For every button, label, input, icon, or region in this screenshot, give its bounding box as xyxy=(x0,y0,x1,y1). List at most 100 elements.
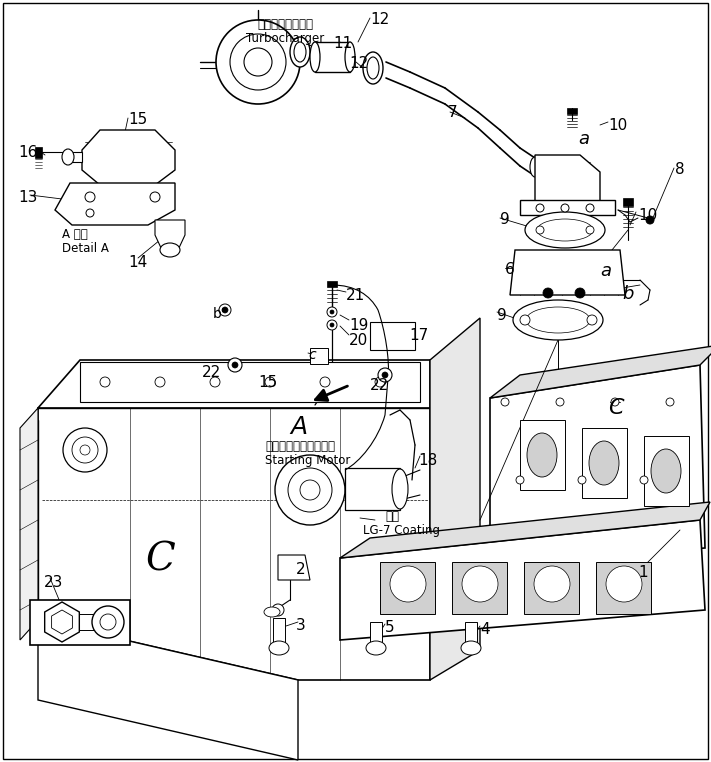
Text: 10: 10 xyxy=(608,118,627,133)
Polygon shape xyxy=(315,42,350,72)
Text: 8: 8 xyxy=(675,162,685,177)
Text: C: C xyxy=(145,542,175,578)
Circle shape xyxy=(150,192,160,202)
Circle shape xyxy=(244,48,272,76)
Text: A: A xyxy=(290,415,307,439)
Circle shape xyxy=(586,204,594,212)
Ellipse shape xyxy=(525,212,605,248)
Text: 塗布: 塗布 xyxy=(385,510,399,523)
Circle shape xyxy=(382,372,388,378)
Text: 10: 10 xyxy=(638,208,657,223)
Polygon shape xyxy=(345,468,400,510)
Text: 1: 1 xyxy=(638,565,648,580)
Ellipse shape xyxy=(651,449,681,493)
Polygon shape xyxy=(490,365,705,565)
Text: 12: 12 xyxy=(349,56,368,71)
Polygon shape xyxy=(535,155,600,205)
Polygon shape xyxy=(55,183,175,225)
Polygon shape xyxy=(510,250,625,295)
Text: 23: 23 xyxy=(44,575,63,590)
Polygon shape xyxy=(340,502,710,558)
Circle shape xyxy=(501,398,509,406)
Circle shape xyxy=(561,204,569,212)
Text: 9: 9 xyxy=(497,308,507,323)
Polygon shape xyxy=(30,600,130,645)
Bar xyxy=(596,562,651,614)
Circle shape xyxy=(320,377,330,387)
Bar xyxy=(452,562,507,614)
Polygon shape xyxy=(623,198,633,206)
Text: Turbocharger: Turbocharger xyxy=(246,32,324,45)
Text: a: a xyxy=(600,262,611,280)
Circle shape xyxy=(543,288,553,298)
Polygon shape xyxy=(340,520,705,640)
Ellipse shape xyxy=(269,641,289,655)
Text: 9: 9 xyxy=(500,212,510,227)
Text: C: C xyxy=(608,398,624,418)
Text: 16: 16 xyxy=(18,145,38,160)
Text: 17: 17 xyxy=(409,328,428,343)
Text: 19: 19 xyxy=(349,318,368,333)
Polygon shape xyxy=(430,318,480,680)
Circle shape xyxy=(536,226,544,234)
Circle shape xyxy=(85,192,95,202)
Polygon shape xyxy=(72,152,82,162)
Text: Detail A: Detail A xyxy=(62,242,109,255)
Text: 14: 14 xyxy=(128,255,147,270)
Polygon shape xyxy=(82,130,175,185)
Text: LG-7 Coating: LG-7 Coating xyxy=(363,524,440,537)
Polygon shape xyxy=(490,345,711,398)
Text: b': b' xyxy=(213,307,226,321)
Text: 4: 4 xyxy=(480,622,490,637)
Text: 22: 22 xyxy=(370,378,389,393)
Ellipse shape xyxy=(534,566,570,602)
Circle shape xyxy=(100,377,110,387)
Bar xyxy=(582,428,627,498)
Polygon shape xyxy=(52,610,73,634)
Bar xyxy=(380,562,435,614)
Text: 7: 7 xyxy=(448,105,458,120)
Circle shape xyxy=(586,226,594,234)
Ellipse shape xyxy=(530,157,540,177)
Bar xyxy=(80,362,420,402)
Circle shape xyxy=(272,604,284,616)
Polygon shape xyxy=(45,602,80,642)
Circle shape xyxy=(63,428,107,472)
Circle shape xyxy=(327,307,337,317)
Text: 12: 12 xyxy=(370,12,389,27)
Ellipse shape xyxy=(462,566,498,602)
Circle shape xyxy=(230,34,286,90)
Text: b: b xyxy=(622,285,634,303)
Text: A 詳細: A 詳細 xyxy=(62,228,87,241)
Circle shape xyxy=(300,480,320,500)
Text: ターボチャージャ: ターボチャージャ xyxy=(257,18,313,31)
Ellipse shape xyxy=(160,243,180,257)
Circle shape xyxy=(232,362,238,368)
Circle shape xyxy=(578,476,586,484)
Ellipse shape xyxy=(310,42,320,72)
Text: 3: 3 xyxy=(296,618,306,633)
Circle shape xyxy=(216,20,300,104)
Circle shape xyxy=(72,437,98,463)
Polygon shape xyxy=(35,147,42,158)
Ellipse shape xyxy=(527,433,557,477)
Circle shape xyxy=(587,315,597,325)
Ellipse shape xyxy=(461,641,481,655)
Ellipse shape xyxy=(290,37,310,67)
Circle shape xyxy=(646,216,654,224)
Bar xyxy=(74,614,108,630)
Bar xyxy=(370,322,415,350)
Bar xyxy=(524,562,579,614)
Polygon shape xyxy=(278,555,310,580)
Circle shape xyxy=(330,323,334,327)
Text: 13: 13 xyxy=(18,190,38,205)
Text: Starting Motor: Starting Motor xyxy=(265,454,351,467)
Circle shape xyxy=(611,398,619,406)
Polygon shape xyxy=(38,360,430,408)
Ellipse shape xyxy=(367,57,379,79)
Polygon shape xyxy=(38,408,430,680)
Circle shape xyxy=(155,377,165,387)
Ellipse shape xyxy=(537,219,593,241)
Circle shape xyxy=(536,204,544,212)
Text: 2: 2 xyxy=(296,562,306,577)
